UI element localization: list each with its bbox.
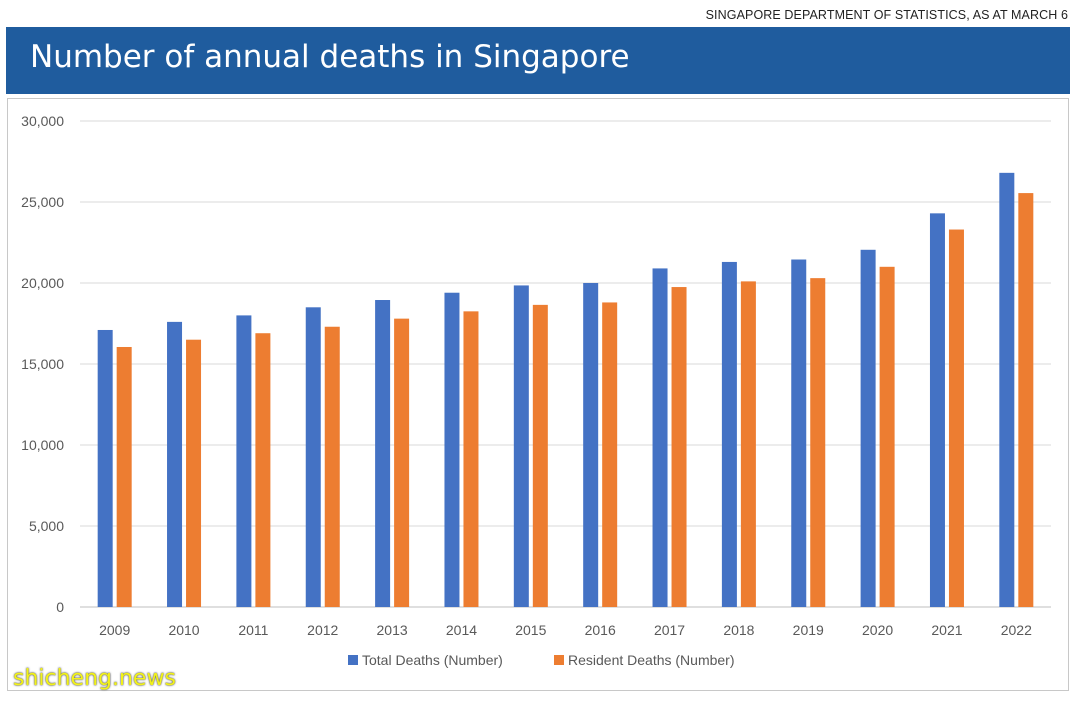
bar-total-deaths: [721, 261, 737, 607]
bar-resident-deaths: [532, 304, 548, 607]
x-tick-label: 2012: [307, 622, 338, 638]
watermark: shicheng.news: [13, 666, 176, 691]
y-tick-label: 5,000: [29, 518, 64, 534]
bar-resident-deaths: [116, 346, 132, 607]
bar-resident-deaths: [948, 229, 964, 608]
bar-total-deaths: [791, 259, 807, 607]
bar-total-deaths: [860, 249, 876, 608]
bar-resident-deaths: [602, 302, 618, 607]
y-tick-label: 20,000: [21, 275, 64, 291]
bar-resident-deaths: [255, 333, 271, 607]
bar-total-deaths: [652, 268, 668, 607]
y-tick-label: 30,000: [21, 113, 64, 129]
x-tick-label: 2009: [99, 622, 130, 638]
legend-label-resident: Resident Deaths (Number): [568, 652, 735, 668]
bar-resident-deaths: [394, 318, 410, 607]
bar-resident-deaths: [463, 311, 479, 607]
bar-resident-deaths: [810, 278, 826, 607]
source-note: SINGAPORE DEPARTMENT OF STATISTICS, AS A…: [705, 8, 1068, 22]
bar-resident-deaths: [186, 339, 202, 607]
y-tick-label: 25,000: [21, 194, 64, 210]
bar-total-deaths: [929, 213, 945, 607]
bar-total-deaths: [583, 283, 599, 607]
legend-swatch-total: [348, 655, 358, 665]
x-tick-label: 2017: [654, 622, 685, 638]
bar-resident-deaths: [740, 281, 756, 607]
bar-total-deaths: [513, 285, 529, 607]
bar-total-deaths: [305, 307, 321, 607]
x-tick-label: 2011: [238, 622, 268, 638]
bar-total-deaths: [97, 329, 113, 607]
x-tick-label: 2014: [446, 622, 477, 638]
x-tick-label: 2010: [168, 622, 199, 638]
bar-total-deaths: [375, 300, 391, 607]
bar-resident-deaths: [1018, 193, 1034, 607]
title-banner: Number of annual deaths in Singapore: [6, 27, 1070, 94]
x-tick-label: 2015: [515, 622, 546, 638]
bar-resident-deaths: [671, 287, 687, 607]
legend-label-total: Total Deaths (Number): [362, 652, 503, 668]
bar-total-deaths: [999, 172, 1015, 607]
x-tick-label: 2021: [931, 622, 962, 638]
x-tick-label: 2018: [723, 622, 754, 638]
y-tick-label: 0: [56, 599, 64, 615]
bar-total-deaths: [167, 321, 183, 607]
bar-resident-deaths: [879, 266, 895, 607]
x-tick-label: 2019: [793, 622, 824, 638]
bar-total-deaths: [236, 315, 252, 607]
bar-total-deaths: [444, 292, 460, 607]
chart-area: 0 5,000 10,000 15,000 20,000 25,000 30,000 2009…: [7, 98, 1069, 691]
bar-chart: 0 5,000 10,000 15,000 20,000 25,000 30,000 2009…: [21, 113, 1051, 668]
y-tick-label: 15,000: [21, 356, 64, 372]
bar-resident-deaths: [324, 326, 340, 607]
legend-swatch-resident: [554, 655, 564, 665]
x-tick-label: 2016: [585, 622, 616, 638]
x-tick-label: 2020: [862, 622, 893, 638]
chart-title: Number of annual deaths in Singapore: [30, 39, 630, 75]
y-tick-label: 10,000: [21, 437, 64, 453]
x-tick-label: 2013: [377, 622, 408, 638]
x-tick-label: 2022: [1001, 622, 1032, 638]
